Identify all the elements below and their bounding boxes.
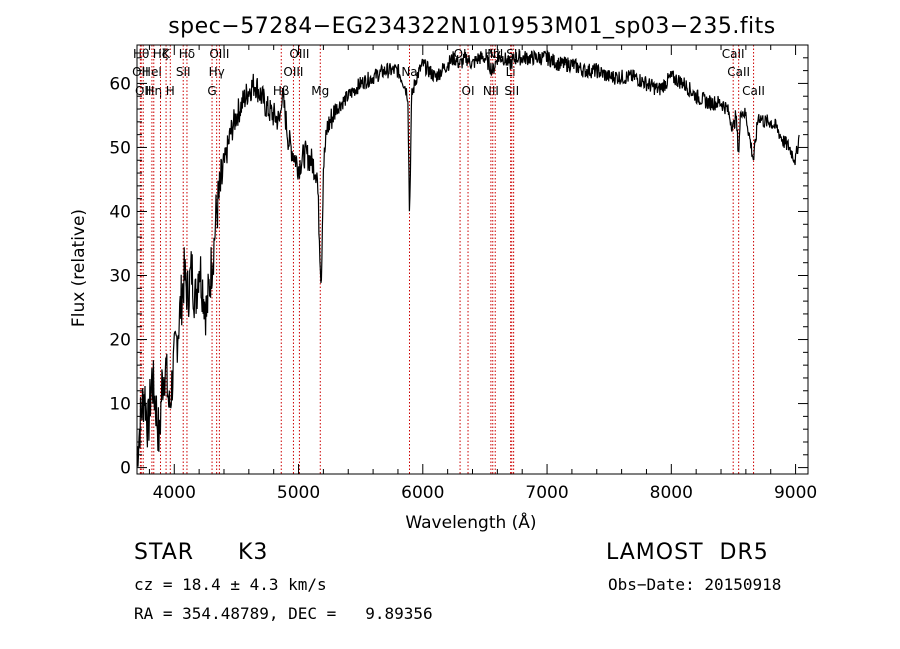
- spectral-line-label: Hη: [145, 84, 162, 98]
- spectral-line-label: Mg: [311, 84, 329, 98]
- y-tick-label: 40: [109, 202, 131, 222]
- x-axis-label: Wavelength (Å): [405, 511, 536, 533]
- spectral-line-label: K: [162, 47, 171, 61]
- spectral-line-label: Li: [506, 65, 516, 79]
- spectral-line-label: Hζ: [153, 47, 169, 61]
- spectral-line-label: Hβ: [273, 84, 290, 98]
- x-tick-label: 8000: [650, 483, 693, 503]
- spectral-line-label: Hδ: [179, 47, 195, 61]
- spectral-line-label: G: [207, 84, 216, 98]
- spectral-line-label: H: [166, 84, 175, 98]
- spectral-line-label: SII: [504, 84, 519, 98]
- survey-name: LAMOST DR5: [606, 540, 769, 565]
- spectral-line-label: CaII: [742, 84, 765, 98]
- spectral-line-label: NII: [483, 84, 499, 98]
- spectral-line-label: Na: [401, 65, 417, 79]
- spectral-line-label: OII: [135, 84, 152, 98]
- spectral-line-markers: HθOIIOIIHeIHηHζKHSIIHδGHγOIIIHβOIIIOIIIM…: [132, 45, 765, 474]
- object-class: STAR: [134, 540, 195, 565]
- y-tick-label: 30: [109, 267, 131, 287]
- chart-title: spec−57284−EG234322N101953M01_sp03−235.f…: [168, 14, 776, 39]
- y-tick-label: 0: [120, 459, 131, 479]
- spectral-line-label: SII: [176, 65, 191, 79]
- spectral-line-label: CaII: [727, 65, 750, 79]
- spectral-line-label: HeI: [142, 65, 162, 79]
- object-subclass: K3: [238, 540, 269, 565]
- spectral-line-label: OI: [462, 84, 475, 98]
- spectral-line-label: Hγ: [209, 65, 225, 79]
- spectral-line-label: OIII: [283, 65, 303, 79]
- x-tick-label: 4000: [153, 483, 196, 503]
- redshift-cz: cz = 18.4 ± 4.3 km/s: [134, 575, 327, 594]
- x-tick-label: 5000: [277, 483, 320, 503]
- spectrum-line-0: [136, 49, 800, 467]
- spectral-line-label: OII: [132, 65, 149, 79]
- spectral-line-label: Hθ: [133, 47, 149, 61]
- x-tick-label: 6000: [401, 483, 444, 503]
- y-tick-label: 50: [109, 138, 131, 158]
- x-tick-label: 9000: [774, 483, 817, 503]
- spectral-line-label: OIII: [209, 47, 229, 61]
- ra-dec-coordinates: RA = 354.48789, DEC = 9.89356: [134, 604, 433, 623]
- spectrum-series: [136, 49, 800, 467]
- y-tick-label: 10: [109, 395, 131, 415]
- axis-ticks: 4000 5000 6000 7000 8000 9000 0 10 20 30 40 50 60: [109, 45, 817, 503]
- x-tick-label: 7000: [525, 483, 568, 503]
- observation-date: Obs−Date: 20150918: [608, 575, 782, 594]
- y-axis-label: Flux (relative): [69, 209, 89, 327]
- y-tick-label: 60: [109, 74, 131, 94]
- y-tick-label: 20: [109, 331, 131, 351]
- spectral-line-label: CaII: [722, 47, 745, 61]
- spectral-line-label: OIII: [289, 47, 309, 61]
